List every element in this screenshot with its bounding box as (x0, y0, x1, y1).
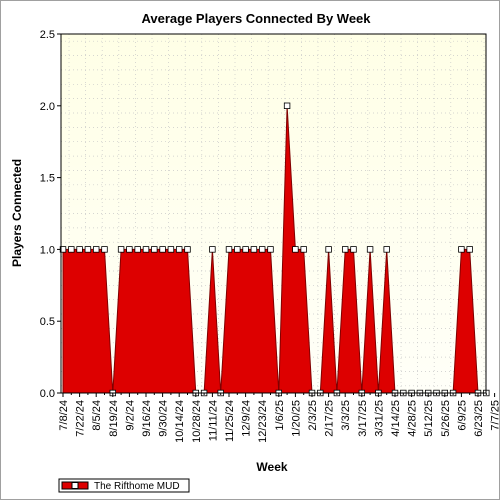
data-point (383, 246, 390, 253)
data-point (458, 246, 465, 253)
y-tick-label: 0.5 (40, 316, 55, 328)
data-point (151, 246, 158, 253)
data-point (267, 246, 274, 253)
data-point (341, 246, 349, 253)
data-point (142, 246, 150, 253)
x-tick-label: 3/3/25 (340, 400, 352, 431)
legend-marker (71, 482, 79, 489)
plot-border (60, 33, 487, 394)
data-point (175, 246, 183, 253)
x-tick-label: 3/31/25 (373, 400, 385, 437)
x-tick-label: 5/12/25 (423, 400, 435, 437)
x-tick-label: 6/23/25 (473, 400, 485, 437)
x-tick-label: 9/2/24 (124, 400, 136, 431)
data-point (292, 246, 299, 253)
data-point (325, 246, 332, 253)
data-point (258, 246, 266, 253)
x-tick-label: 4/28/25 (407, 400, 419, 437)
x-tick-label: 11/25/24 (224, 400, 236, 442)
data-point (209, 246, 216, 253)
x-tick-label: 5/26/25 (440, 400, 452, 437)
data-point (93, 246, 100, 253)
data-point (68, 246, 75, 253)
data-point (225, 246, 233, 253)
data-point (300, 246, 307, 253)
x-tick-label: 12/9/24 (241, 400, 253, 437)
data-point (350, 246, 357, 253)
x-tick-label: 4/14/25 (390, 400, 402, 437)
data-point (84, 246, 92, 253)
y-tick-label: 2.5 (40, 29, 55, 41)
legend-label: The Rifthome MUD (94, 481, 180, 492)
x-tick-label: 12/23/24 (257, 400, 269, 443)
data-point (167, 246, 175, 253)
data-point (76, 246, 83, 253)
x-axis-ticks: 7/8/24 7/22/24 8/5/24 8/19/24 9/2/24 9/16/24 9… (58, 393, 500, 443)
x-tick-label: 7/22/24 (75, 400, 87, 437)
data-point (184, 246, 191, 253)
x-tick-label: 6/9/25 (456, 400, 468, 431)
y-tick-label: 1.5 (40, 173, 55, 185)
x-axis-label: Week (256, 460, 287, 474)
x-tick-label: 3/17/25 (357, 400, 369, 437)
x-tick-label: 9/16/24 (141, 400, 153, 437)
y-axis-ticks: 0.0 0.5 1.0 1.5 2.0 2.5 (40, 29, 61, 400)
data-point (126, 246, 133, 253)
x-tick-label: 8/19/24 (108, 400, 120, 437)
data-point (283, 102, 291, 109)
x-tick-label: 7/8/24 (58, 400, 70, 431)
data-point (101, 246, 108, 253)
y-tick-label: 1.0 (40, 244, 55, 256)
x-tick-label: 1/20/25 (290, 400, 302, 437)
data-point (234, 246, 241, 253)
data-point (134, 246, 141, 253)
data-point (117, 246, 125, 253)
data-point (159, 246, 166, 253)
chart-title: Average Players Connected By Week (141, 11, 371, 26)
x-tick-label: 10/28/24 (191, 400, 203, 443)
x-tick-label: 2/17/25 (324, 400, 336, 437)
x-tick-label: 1/6/25 (274, 400, 286, 431)
legend-box (58, 478, 190, 493)
x-tick-label: 9/30/24 (158, 400, 170, 437)
data-point (366, 246, 374, 253)
y-axis-label: Players Connected (10, 159, 24, 267)
y-tick-label: 0.0 (40, 388, 55, 400)
x-tick-label: 10/14/24 (174, 400, 186, 443)
data-point (466, 246, 473, 253)
x-tick-label: 7/7/25 (490, 400, 500, 431)
x-tick-label: 2/3/25 (307, 400, 319, 431)
y-tick-label: 2.0 (40, 101, 55, 113)
data-point (250, 246, 258, 253)
x-tick-label: 11/11/24 (207, 400, 219, 441)
data-point (242, 246, 249, 253)
x-tick-label: 8/5/24 (91, 400, 103, 431)
legend: The Rifthome MUD (58, 478, 190, 493)
